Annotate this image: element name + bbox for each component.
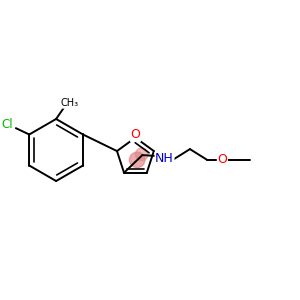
Circle shape — [129, 152, 145, 168]
Text: CH₃: CH₃ — [60, 98, 79, 108]
Circle shape — [135, 148, 148, 161]
Text: Cl: Cl — [2, 118, 13, 131]
Text: NH: NH — [155, 152, 174, 165]
Text: O: O — [218, 153, 227, 166]
Text: O: O — [130, 128, 140, 141]
